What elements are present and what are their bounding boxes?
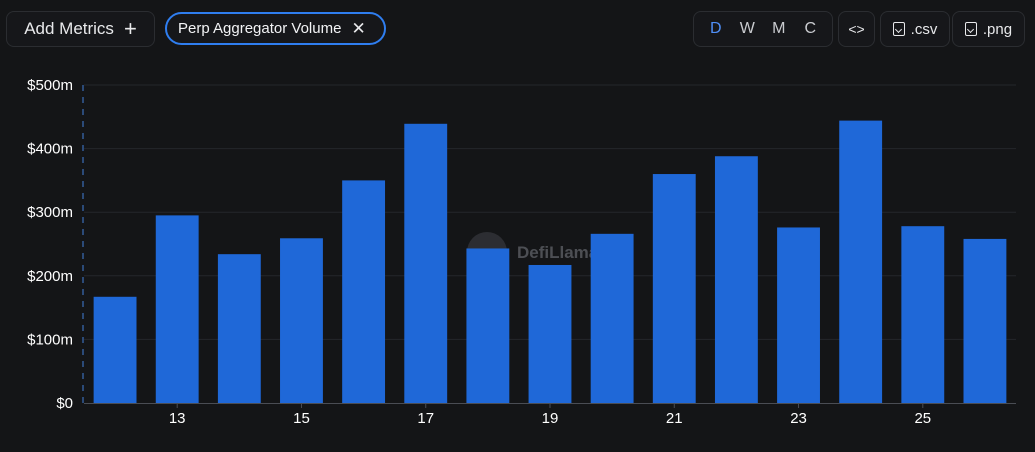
x-tick-label: 21 <box>666 410 683 427</box>
metric-chip[interactable]: Perp Aggregator Volume ✕ <box>165 12 386 45</box>
bar <box>528 264 572 403</box>
png-label: .png <box>982 20 1013 38</box>
x-axis: 13 15 17 19 21 23 25 <box>169 403 931 427</box>
x-tick-label: 13 <box>169 410 186 427</box>
granularity-selector: D W M C <box>693 11 833 47</box>
bar <box>155 215 199 403</box>
x-tick-label: 17 <box>417 410 434 427</box>
bar <box>714 156 758 403</box>
bar <box>404 123 448 404</box>
x-tick-label: 15 <box>293 410 310 427</box>
x-tick-label: 25 <box>914 410 931 427</box>
x-tick-label: 23 <box>790 410 807 427</box>
download-csv-button[interactable]: .csv <box>880 11 950 47</box>
bar <box>901 226 945 403</box>
bar <box>590 233 634 403</box>
metric-chip-label: Perp Aggregator Volume <box>178 20 342 37</box>
granularity-month[interactable]: M <box>772 20 786 37</box>
add-metrics-button[interactable]: Add Metrics + <box>6 11 155 47</box>
close-icon[interactable]: ✕ <box>351 19 366 38</box>
plus-icon: + <box>123 16 137 41</box>
granularity-week[interactable]: W <box>739 20 755 37</box>
embed-button[interactable]: <> <box>838 11 875 47</box>
add-metrics-label: Add Metrics <box>24 19 114 38</box>
granularity-cumulative[interactable]: C <box>804 20 817 37</box>
bar <box>652 174 696 403</box>
bar <box>217 254 261 403</box>
bar <box>280 238 323 403</box>
bar <box>466 248 510 403</box>
download-png-button[interactable]: .png <box>952 11 1025 47</box>
code-icon: <> <box>848 21 865 37</box>
y-tick-label: $300m <box>27 204 73 221</box>
bar <box>777 227 820 403</box>
x-tick-label: 19 <box>542 410 559 427</box>
y-tick-label: $100m <box>27 331 73 348</box>
csv-label: .csv <box>910 20 938 38</box>
watermark-text: DefiLlama <box>517 243 599 262</box>
y-axis: $0 $100m $200m $300m $400m $500m <box>27 77 73 412</box>
bar <box>963 238 1007 403</box>
bar <box>839 120 883 403</box>
download-file-icon <box>892 22 905 36</box>
bar <box>342 180 386 403</box>
y-tick-label: $400m <box>27 141 73 158</box>
granularity-day[interactable]: D <box>709 20 722 37</box>
bars <box>93 120 1007 404</box>
y-tick-label: $0 <box>56 395 73 412</box>
y-tick-label: $200m <box>27 268 73 285</box>
y-tick-label: $500m <box>27 77 73 94</box>
bar <box>93 296 137 403</box>
download-file-icon <box>964 22 977 36</box>
